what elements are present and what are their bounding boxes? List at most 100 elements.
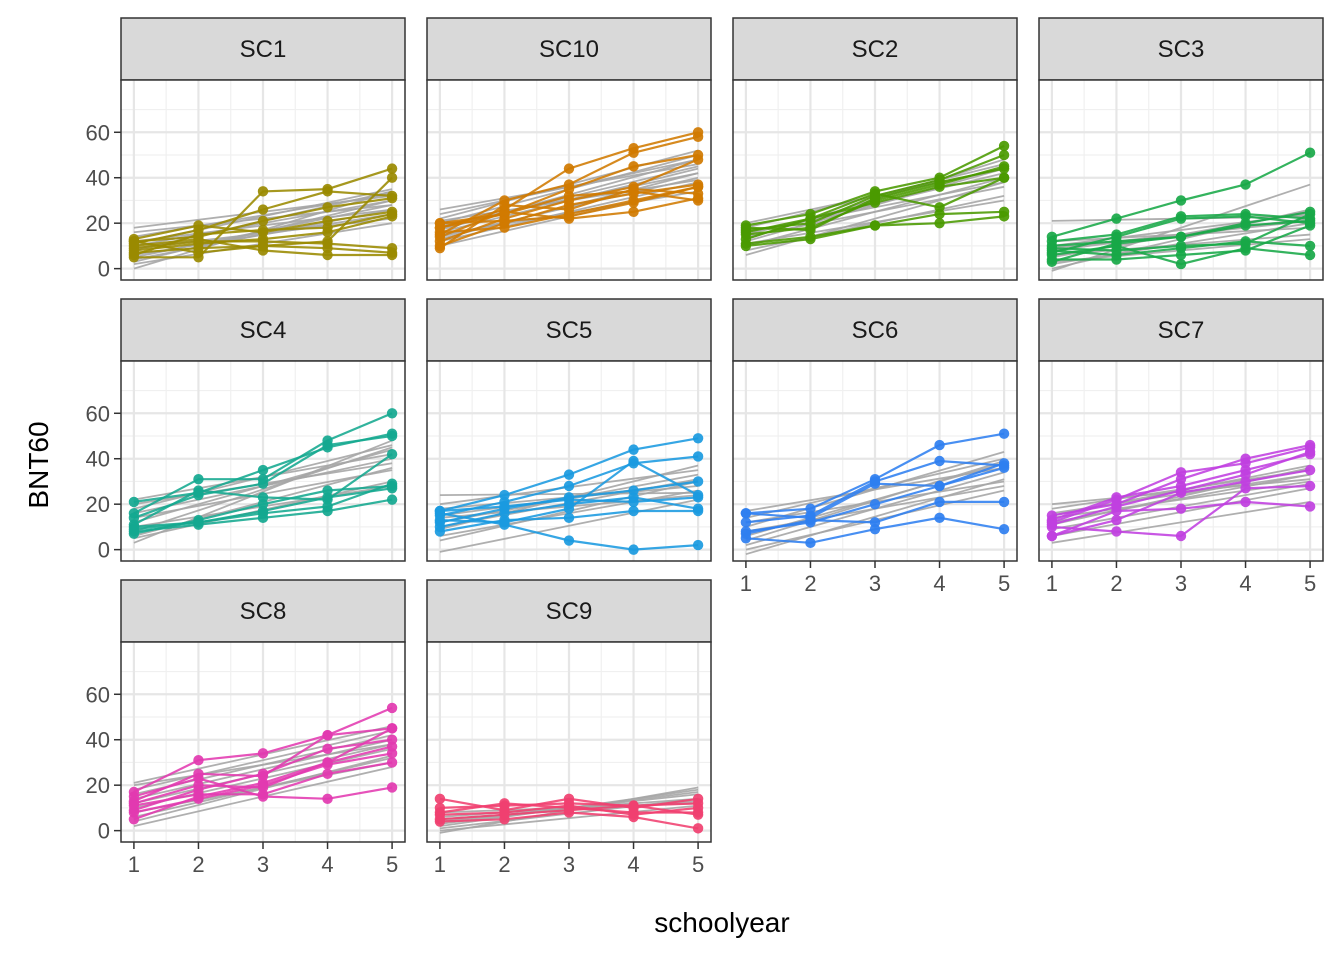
facet-strip (426, 579, 712, 643)
panel-border (1038, 79, 1324, 281)
data-point (434, 505, 446, 517)
data-point (1111, 492, 1122, 503)
data-point (1175, 530, 1187, 542)
data-point (128, 523, 140, 535)
data-point (869, 517, 881, 528)
data-point (1111, 514, 1122, 526)
data-point (563, 503, 575, 514)
data-point (998, 172, 1010, 183)
x-tick-label: 5 (998, 571, 1010, 596)
facet-strip-label: SC9 (546, 598, 593, 625)
data-point (257, 464, 269, 476)
data-point (805, 233, 816, 245)
x-axis: 1 2 3 4 5 (1046, 561, 1316, 596)
data-point (628, 147, 639, 158)
series (434, 800, 704, 825)
data-point (128, 496, 140, 508)
data-point (563, 804, 575, 816)
trend-line (133, 729, 393, 791)
data-point (998, 462, 1010, 474)
data-point (257, 240, 269, 252)
data-point (193, 238, 204, 249)
data-point (322, 227, 333, 238)
data-point (193, 473, 204, 485)
data-point (386, 494, 398, 505)
data-point (628, 455, 639, 467)
x-tick-label: 2 (498, 852, 510, 877)
x-axis: 1 2 3 4 5 (434, 842, 704, 877)
data-point (628, 544, 639, 555)
data-point (386, 172, 398, 183)
data-point (322, 242, 333, 254)
x-tick-label: 1 (128, 852, 140, 877)
data-point (1240, 496, 1251, 508)
x-tick-label: 3 (1175, 571, 1187, 596)
data-point (386, 723, 398, 734)
panel-border (120, 360, 406, 562)
data-point (322, 501, 333, 512)
data-point (740, 240, 752, 252)
data-point (386, 430, 398, 442)
data-point (1304, 208, 1316, 220)
x-tick-label: 2 (804, 571, 816, 596)
series (1046, 446, 1316, 530)
y-axis: 0 20 40 60 (86, 401, 121, 563)
data-point (1240, 211, 1251, 222)
panel-border (732, 79, 1018, 281)
data-point (128, 236, 140, 247)
series (1046, 480, 1316, 542)
data-point (1175, 258, 1187, 270)
data-point (628, 197, 639, 208)
data-point (499, 501, 510, 512)
data-point (257, 186, 269, 197)
facet-panel-sc2: SC2 (732, 17, 1018, 281)
facet-strip-label: SC7 (1158, 317, 1205, 344)
data-point (1304, 147, 1316, 158)
data-point (1175, 195, 1187, 206)
data-point (805, 537, 816, 549)
data-point (1175, 231, 1187, 243)
series (740, 462, 1010, 524)
data-point (934, 512, 945, 524)
data-point (386, 163, 398, 174)
x-tick-label: 4 (1239, 571, 1251, 596)
data-point (1304, 217, 1316, 229)
data-point (322, 485, 333, 496)
data-point (1046, 256, 1058, 268)
series (128, 478, 398, 535)
data-point (322, 757, 333, 768)
data-point (563, 512, 575, 524)
data-point (869, 478, 881, 489)
y-tick-label: 40 (86, 447, 110, 472)
facet-strip-label: SC3 (1158, 36, 1205, 63)
data-point (563, 211, 575, 222)
data-point (1240, 179, 1251, 190)
trend-line (1051, 501, 1311, 544)
data-point (1304, 249, 1316, 261)
data-point (128, 807, 140, 818)
data-point (193, 754, 204, 766)
data-point (499, 798, 510, 809)
data-point (692, 433, 704, 444)
data-point (499, 215, 510, 227)
facet-strip (120, 579, 406, 643)
data-point (998, 211, 1010, 222)
facet-panel-sc10: SC10 (426, 17, 712, 281)
data-point (869, 192, 881, 204)
data-point (257, 204, 269, 215)
data-point (740, 528, 752, 539)
x-tick-label: 1 (740, 571, 752, 596)
data-point (1175, 240, 1187, 252)
facet-panel-sc9: SC9 1 2 3 4 5 (426, 579, 712, 877)
data-point (805, 213, 816, 224)
data-point (434, 514, 446, 526)
data-point (692, 195, 704, 206)
facet-strip (1038, 298, 1324, 362)
data-point (563, 494, 575, 505)
x-tick-label: 3 (869, 571, 881, 596)
data-point (628, 496, 639, 508)
panel-border (120, 79, 406, 281)
y-tick-label: 20 (86, 211, 110, 236)
data-point (499, 199, 510, 211)
